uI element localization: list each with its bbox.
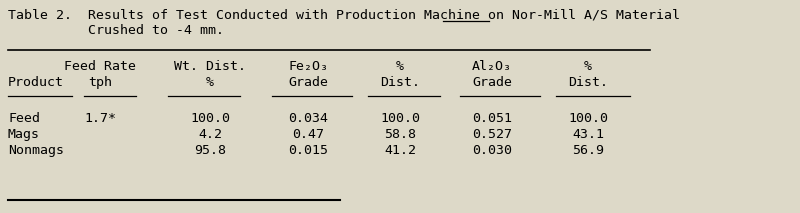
Text: Product: Product (8, 76, 64, 89)
Text: Mags: Mags (8, 128, 40, 141)
Text: tph: tph (88, 76, 112, 89)
Text: %: % (206, 76, 214, 89)
Text: %: % (584, 60, 592, 73)
Text: 100.0: 100.0 (190, 112, 230, 125)
Text: 0.015: 0.015 (288, 144, 328, 157)
Text: Feed Rate: Feed Rate (64, 60, 136, 73)
Text: %: % (396, 60, 404, 73)
Text: 0.034: 0.034 (288, 112, 328, 125)
Text: Dist.: Dist. (568, 76, 608, 89)
Text: Al₂O₃: Al₂O₃ (472, 60, 512, 73)
Text: 43.1: 43.1 (572, 128, 604, 141)
Text: 1.7*: 1.7* (84, 112, 116, 125)
Text: Nonmags: Nonmags (8, 144, 64, 157)
Text: 41.2: 41.2 (384, 144, 416, 157)
Text: 0.030: 0.030 (472, 144, 512, 157)
Text: 100.0: 100.0 (380, 112, 420, 125)
Text: Wt. Dist.: Wt. Dist. (174, 60, 246, 73)
Text: Dist.: Dist. (380, 76, 420, 89)
Text: Grade: Grade (472, 76, 512, 89)
Text: Feed: Feed (8, 112, 40, 125)
Text: 0.051: 0.051 (472, 112, 512, 125)
Text: 95.8: 95.8 (194, 144, 226, 157)
Text: 58.8: 58.8 (384, 128, 416, 141)
Text: Fe₂O₃: Fe₂O₃ (288, 60, 328, 73)
Text: 100.0: 100.0 (568, 112, 608, 125)
Text: Table 2.  Results of Test Conducted with Production Machine on Nor-Mill A/S Mate: Table 2. Results of Test Conducted with … (8, 8, 680, 21)
Text: Crushed to -4 mm.: Crushed to -4 mm. (8, 24, 224, 37)
Text: Grade: Grade (288, 76, 328, 89)
Text: 0.527: 0.527 (472, 128, 512, 141)
Text: 56.9: 56.9 (572, 144, 604, 157)
Text: 4.2: 4.2 (198, 128, 222, 141)
Text: 0.47: 0.47 (292, 128, 324, 141)
